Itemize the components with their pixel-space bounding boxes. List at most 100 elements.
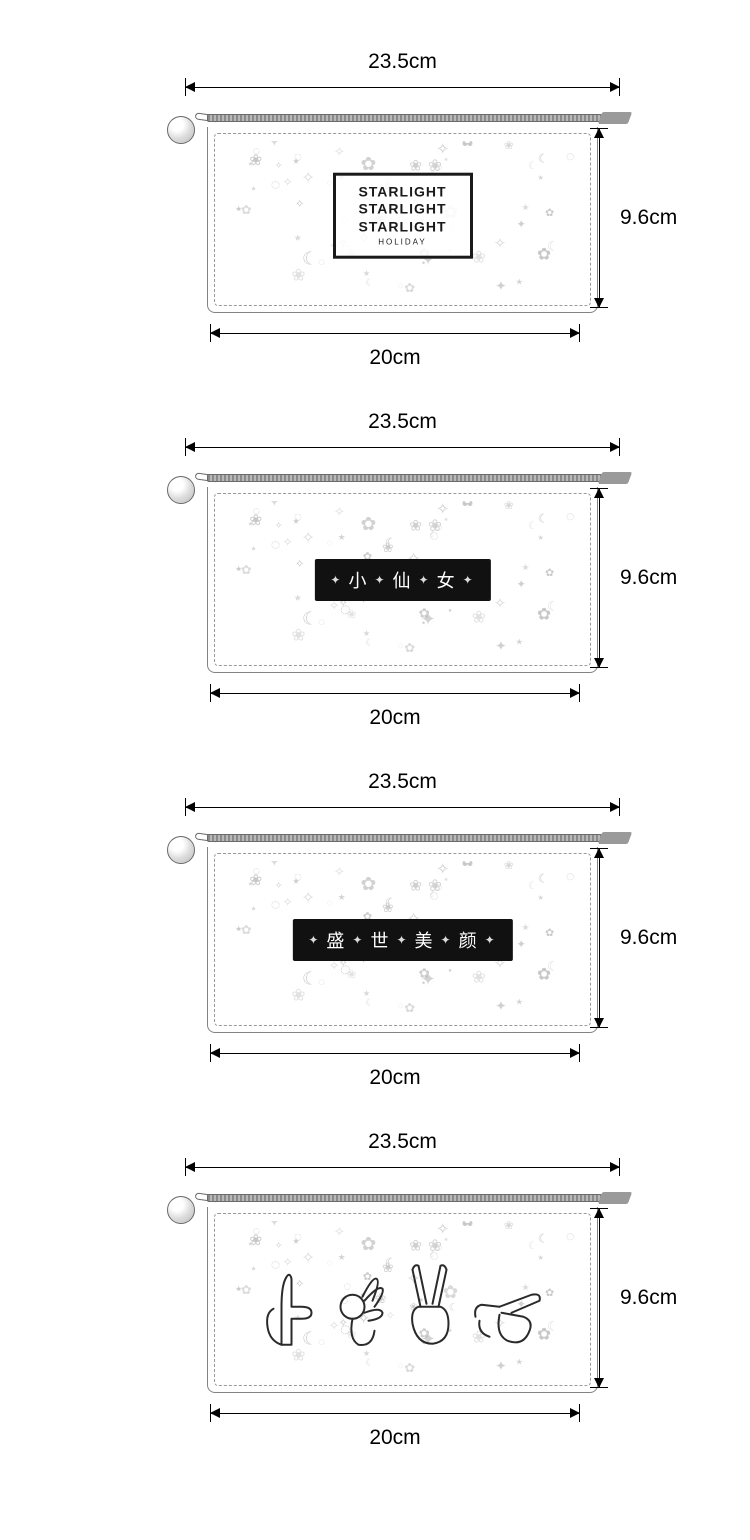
deco-icon: ✦ (330, 573, 342, 587)
svg-text:⋆: ⋆ (514, 992, 524, 1011)
svg-text:❀: ❀ (249, 1232, 262, 1249)
dimension-width-top: 23.5cm (185, 1130, 620, 1176)
label-line: STARLIGHT (358, 183, 446, 201)
svg-text:✿: ✿ (361, 1233, 377, 1254)
pouch: ⋆✧◌⋆❀✿✿❀⋆◌⋆◌✦☾✿⋆◌❀⋆✧✦✦⋆✧✧❀✿⋆◌◌⋆☾☾✧☾◌✧◌❀⋆… (185, 828, 620, 1033)
svg-text:✧: ✧ (334, 504, 345, 519)
hand-v-icon (402, 1261, 457, 1346)
pouch-diagram: 23.5cm ⋆✧◌⋆❀✿✿❀⋆◌⋆◌✦☾✿⋆◌❀⋆✧✦✦⋆✧✧❀✿⋆◌◌⋆☾☾… (0, 40, 750, 380)
svg-text:⋆: ⋆ (234, 921, 244, 938)
svg-text:❀: ❀ (504, 141, 514, 152)
dimension-height-right: 9.6cm (590, 488, 690, 668)
svg-text:✿: ✿ (460, 141, 475, 150)
svg-text:✿: ✿ (545, 207, 554, 219)
svg-text:❀: ❀ (347, 968, 357, 981)
pouch: ⋆✧◌⋆❀✿✿❀⋆◌⋆◌✦☾✿⋆◌❀⋆✧✦✦⋆✧✧❀✿⋆◌◌⋆☾☾✧☾◌✧◌❀⋆… (185, 108, 620, 313)
svg-text:❀: ❀ (291, 986, 305, 1004)
svg-text:◌: ◌ (398, 641, 404, 652)
svg-text:✿: ✿ (545, 567, 554, 579)
svg-text:☾: ☾ (538, 152, 549, 166)
svg-text:✿: ✿ (545, 927, 554, 939)
svg-text:⋆: ⋆ (442, 514, 449, 526)
svg-text:❀: ❀ (428, 877, 442, 895)
dimension-label: 23.5cm (185, 1130, 620, 1154)
svg-text:◌: ◌ (294, 869, 302, 884)
dimension-bar (185, 798, 620, 816)
svg-text:✧: ✧ (275, 161, 283, 172)
svg-text:✦: ✦ (495, 999, 507, 1014)
zipper (207, 468, 630, 488)
svg-text:⋆: ⋆ (250, 541, 258, 556)
dimension-label: 9.6cm (620, 206, 677, 230)
svg-text:✦: ✦ (516, 939, 526, 951)
svg-text:⋆: ⋆ (514, 632, 524, 651)
dimension-width-top: 23.5cm (185, 50, 620, 96)
svg-text:✧: ✧ (334, 1224, 345, 1239)
svg-text:❀: ❀ (409, 878, 422, 895)
svg-text:☾: ☾ (528, 880, 538, 892)
svg-text:⋆: ⋆ (420, 618, 426, 629)
label-hands (259, 1261, 546, 1346)
pattern-area: ⋆✧◌⋆❀✿✿❀⋆◌⋆◌✦☾✿⋆◌❀⋆✧✦✦⋆✧✧❀✿⋆◌◌⋆☾☾✧☾◌✧◌❀⋆… (222, 141, 583, 298)
svg-text:◌: ◌ (294, 1229, 302, 1244)
svg-text:✧: ✧ (334, 144, 345, 159)
svg-text:✿: ✿ (404, 1000, 415, 1015)
svg-text:✧: ✧ (283, 895, 293, 909)
svg-text:✿: ✿ (460, 861, 475, 870)
svg-text:✿: ✿ (361, 513, 377, 534)
svg-text:◌: ◌ (566, 149, 575, 165)
svg-text:❀: ❀ (428, 1237, 442, 1255)
deco-icon: ✦ (308, 933, 320, 947)
deco-icon: ✦ (463, 573, 475, 587)
svg-text:❀: ❀ (504, 1221, 514, 1232)
svg-text:◌: ◌ (271, 896, 281, 914)
svg-text:◌: ◌ (398, 281, 404, 292)
deco-icon: ✦ (485, 933, 497, 947)
dimension-width-bottom: 20cm (210, 684, 580, 730)
svg-text:☾: ☾ (385, 535, 398, 551)
svg-text:✿: ✿ (404, 280, 415, 295)
dimension-bar (590, 128, 608, 308)
label-line: STARLIGHT (358, 201, 446, 219)
dimension-label: 23.5cm (185, 770, 620, 794)
svg-text:❀: ❀ (291, 1346, 305, 1364)
pouch: ⋆✧◌⋆❀✿✿❀⋆◌⋆◌✦☾✿⋆◌❀⋆✧✦✦⋆✧✧❀✿⋆◌◌⋆☾☾✧☾◌✧◌❀⋆… (185, 1188, 620, 1393)
svg-text:☾: ☾ (528, 1240, 538, 1252)
svg-text:❀: ❀ (291, 266, 305, 284)
svg-text:◌: ◌ (294, 149, 302, 164)
svg-text:✿: ✿ (460, 501, 475, 510)
svg-text:⋆: ⋆ (250, 901, 258, 916)
svg-text:✧: ✧ (275, 1241, 283, 1252)
pouch-diagram: 23.5cm ⋆✧◌⋆❀✿✿❀⋆◌⋆◌✦☾✿⋆◌❀⋆✧✦✦⋆✧✧❀✿⋆◌◌⋆☾☾… (0, 760, 750, 1100)
svg-text:✦: ✦ (267, 861, 281, 870)
svg-text:✿: ✿ (361, 153, 377, 174)
dimension-label: 20cm (210, 706, 580, 730)
dimension-bar (210, 324, 580, 342)
svg-text:❀: ❀ (249, 872, 262, 889)
svg-text:❀: ❀ (291, 626, 305, 644)
svg-text:☾: ☾ (365, 998, 374, 1009)
svg-text:✦: ✦ (516, 219, 526, 231)
dimension-bar (210, 684, 580, 702)
svg-text:◌: ◌ (318, 256, 325, 268)
svg-text:✧: ✧ (301, 889, 315, 907)
svg-text:◌: ◌ (271, 536, 281, 554)
svg-text:☾: ☾ (385, 895, 398, 911)
svg-text:◌: ◌ (398, 1361, 404, 1372)
pouch-body: ⋆✧◌⋆❀✿✿❀⋆◌⋆◌✦☾✿⋆◌❀⋆✧✦✦⋆✧✧❀✿⋆◌◌⋆☾☾✧☾◌✧◌❀⋆… (207, 1207, 598, 1393)
svg-text:⋆: ⋆ (250, 181, 258, 196)
dimension-label: 20cm (210, 346, 580, 370)
label-starlight: STARLIGHTSTARLIGHTSTARLIGHT HOLIDAY (333, 172, 473, 258)
svg-text:☾: ☾ (365, 638, 374, 649)
svg-text:◌: ◌ (318, 976, 325, 988)
svg-text:◌: ◌ (566, 869, 575, 885)
svg-text:☾: ☾ (538, 1232, 549, 1246)
svg-text:✧: ✧ (494, 236, 506, 252)
svg-text:⋆: ⋆ (336, 887, 347, 907)
dimension-height-right: 9.6cm (590, 1208, 690, 1388)
pouch-body: ⋆✧◌⋆❀✿✿❀⋆◌⋆◌✦☾✿⋆◌❀⋆✧✦✦⋆✧✧❀✿⋆◌◌⋆☾☾✧☾◌✧◌❀⋆… (207, 847, 598, 1033)
dimension-bar (185, 438, 620, 456)
svg-text:✧: ✧ (334, 864, 345, 879)
svg-text:◌: ◌ (566, 509, 575, 525)
hand-rock-icon (471, 1276, 546, 1346)
